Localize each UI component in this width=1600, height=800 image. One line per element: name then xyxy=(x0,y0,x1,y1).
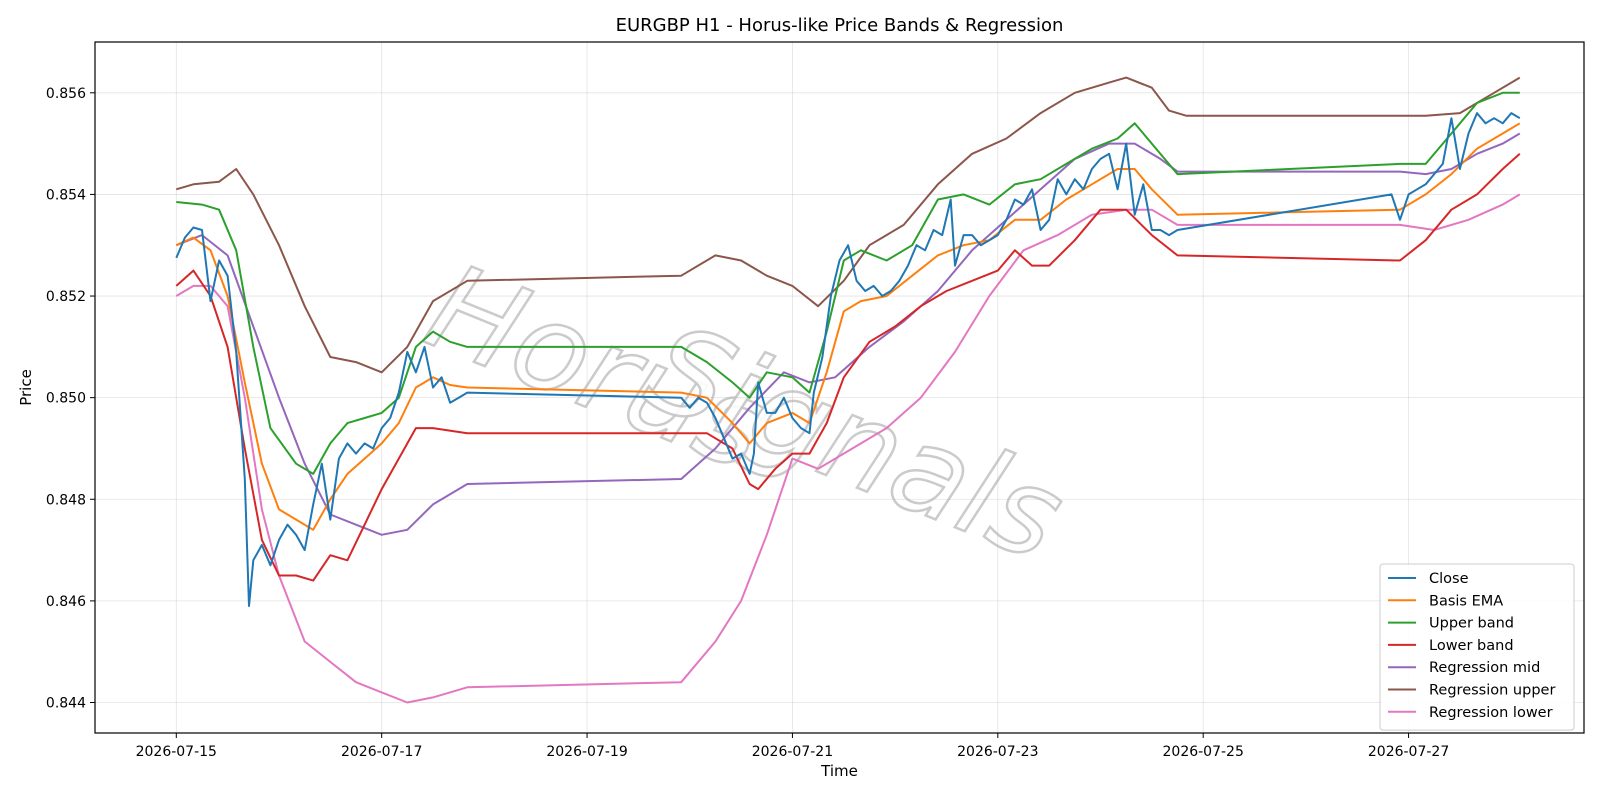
series-line-close xyxy=(175,112,1521,607)
legend-label: Close xyxy=(1429,571,1469,587)
y-axis: 0.844 0.846 0.848 0.850 0.852 0.854 0.856 xyxy=(46,86,95,712)
x-tick-label: 2026-07-17 xyxy=(341,744,422,760)
series-layer xyxy=(175,76,1521,704)
x-tick-label: 2026-07-19 xyxy=(546,744,627,760)
y-tick-label: 0.848 xyxy=(46,492,86,508)
legend-label: Lower band xyxy=(1429,638,1514,654)
x-tick-label: 2026-07-25 xyxy=(1163,744,1244,760)
y-tick-label: 0.850 xyxy=(46,391,86,407)
series-line-basis-ema xyxy=(175,122,1521,531)
series-line-regression-lower xyxy=(175,193,1521,704)
series-line-lower-band xyxy=(175,153,1521,582)
plot-frame xyxy=(94,41,1585,734)
legend-label: Basis EMA xyxy=(1429,593,1503,609)
y-axis-label: Price xyxy=(17,369,35,406)
y-tick-label: 0.852 xyxy=(46,289,86,305)
series-line-regression-upper xyxy=(176,76,1521,374)
legend-label: Upper band xyxy=(1429,616,1514,632)
y-tick-label: 0.856 xyxy=(46,86,86,102)
y-tick-label: 0.854 xyxy=(46,187,86,203)
x-tick-label: 2026-07-27 xyxy=(1368,744,1449,760)
x-axis: 2026-07-15 2026-07-17 2026-07-19 2026-07-21… xyxy=(136,733,1449,760)
legend-label: Regression lower xyxy=(1429,705,1553,721)
legend-box xyxy=(1379,563,1575,731)
series-line-upper-band xyxy=(176,91,1520,475)
legend-label: Regression upper xyxy=(1429,683,1555,699)
grid xyxy=(95,42,1584,733)
x-axis-label: Time xyxy=(820,762,858,780)
x-tick-label: 2026-07-15 xyxy=(136,744,217,760)
y-tick-label: 0.844 xyxy=(46,696,86,712)
x-tick-label: 2026-07-21 xyxy=(752,744,833,760)
legend-label: Regression mid xyxy=(1429,660,1540,676)
chart-title: EURGBP H1 - Horus-like Price Bands & Reg… xyxy=(616,15,1064,36)
watermark-text: Signals xyxy=(629,298,1081,588)
x-tick-label: 2026-07-23 xyxy=(957,744,1038,760)
legend: Close Basis EMA Upper band Lower band Regres… xyxy=(1379,563,1575,731)
y-tick-label: 0.846 xyxy=(46,594,86,610)
